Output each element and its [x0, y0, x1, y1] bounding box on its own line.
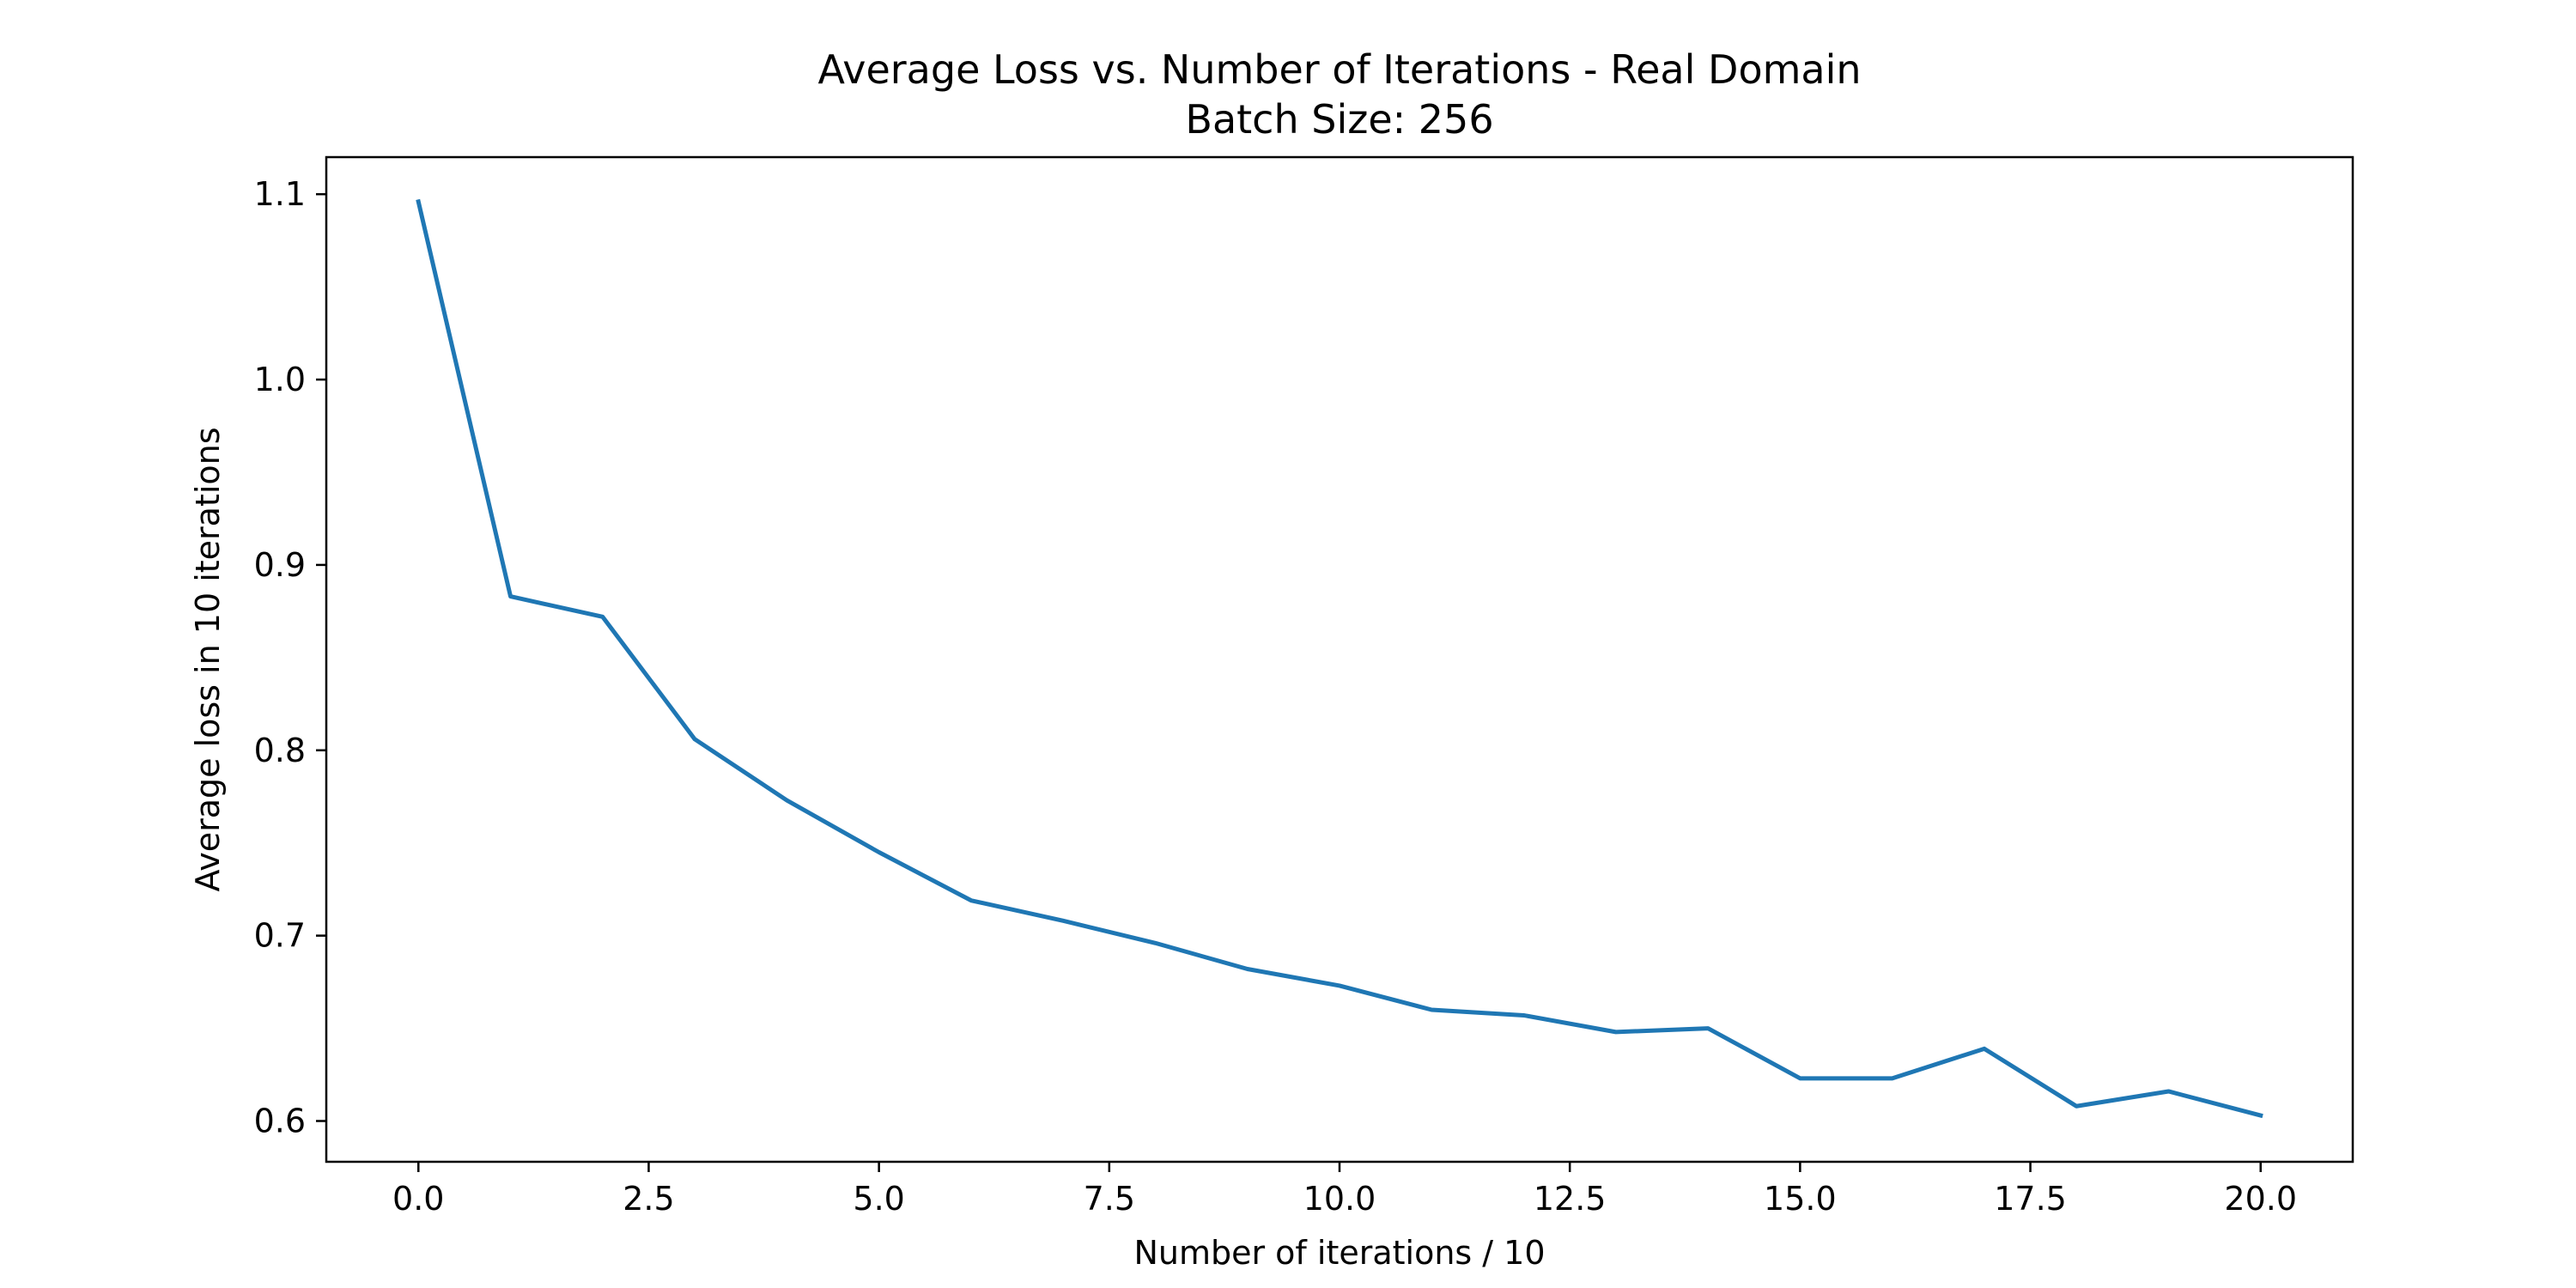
x-tick-label: 10.0 — [1303, 1180, 1376, 1218]
y-tick-label: 0.8 — [254, 732, 306, 769]
y-tick-label: 0.7 — [254, 917, 306, 955]
chart-subtitle: Batch Size: 256 — [1185, 96, 1493, 143]
x-axis-ticks: 0.0 2.5 5.0 7.5 10.0 12.5 15.0 17.5 20.0 — [392, 1162, 2297, 1218]
y-axis-label: Average loss in 10 iterations — [189, 427, 227, 891]
x-tick-label: 5.0 — [853, 1180, 904, 1218]
x-tick-label: 17.5 — [1994, 1180, 2067, 1218]
y-tick-label: 0.6 — [254, 1103, 306, 1140]
x-tick-label: 15.0 — [1764, 1180, 1837, 1218]
y-axis-ticks: 0.6 0.7 0.8 0.9 1.0 1.1 — [254, 175, 326, 1140]
x-axis-label: Number of iterations / 10 — [1133, 1234, 1545, 1272]
x-tick-label: 2.5 — [623, 1180, 674, 1218]
x-tick-label: 0.0 — [392, 1180, 444, 1218]
x-tick-label: 12.5 — [1534, 1180, 1607, 1218]
x-tick-label: 20.0 — [2224, 1180, 2297, 1218]
plot-frame — [325, 155, 2354, 1163]
y-tick-label: 0.9 — [254, 546, 306, 584]
x-tick-label: 7.5 — [1084, 1180, 1135, 1218]
y-tick-label: 1.1 — [254, 175, 306, 213]
chart-title: Average Loss vs. Number of Iterations - … — [817, 46, 1861, 93]
y-tick-label: 1.0 — [254, 361, 306, 398]
series-line-0 — [416, 198, 2263, 1119]
plot-area — [416, 198, 2263, 1119]
